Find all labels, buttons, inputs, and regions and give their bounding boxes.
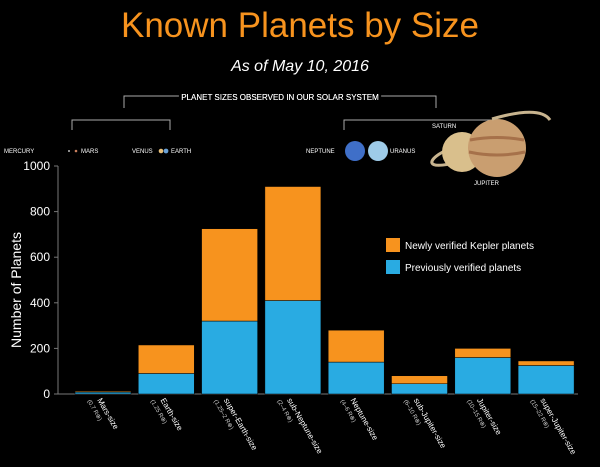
jupiter-icon bbox=[468, 119, 526, 177]
bar-previous bbox=[327, 361, 385, 395]
solar-system-heading-overlay: PLANET SIZES OBSERVED IN OUR SOLAR SYSTE… bbox=[181, 93, 379, 102]
bar-new bbox=[391, 375, 448, 384]
solar-system-heading: PLANET SIZES OBSERVED IN OUR SOLAR SYSTE… bbox=[181, 93, 379, 102]
chart-subtitle: As of May 10, 2016 bbox=[231, 58, 369, 75]
bar-new bbox=[74, 391, 132, 393]
neptune-label: NEPTUNE bbox=[306, 149, 335, 155]
venus-icon bbox=[158, 148, 164, 154]
mercury-icon bbox=[68, 150, 70, 152]
bar-previous bbox=[74, 391, 132, 395]
y-tick-label: 400 bbox=[30, 296, 50, 310]
bar-new bbox=[454, 348, 512, 358]
neptune-icon bbox=[345, 141, 365, 161]
y-tick-label: 600 bbox=[30, 250, 50, 264]
x-tick-label-group: sub-Neptune-size(2–4 R⊕) bbox=[275, 397, 324, 456]
legend-label-new: Newly verified Kepler planets bbox=[405, 241, 534, 252]
solar-system-panel: PLANET SIZES OBSERVED IN OUR SOLAR SYSTE… bbox=[4, 90, 552, 187]
bar-new bbox=[264, 186, 322, 301]
bar-previous bbox=[517, 365, 575, 395]
x-tick-label-group: sub-Jupiter-size(6–10 R⊕) bbox=[402, 397, 448, 451]
legend-swatch-new bbox=[386, 238, 400, 252]
bar-previous bbox=[264, 300, 322, 395]
mars-icon bbox=[74, 149, 78, 153]
earth-icon bbox=[163, 148, 169, 154]
y-ticks: 0 200 400 600 800 1000 bbox=[23, 159, 58, 401]
y-axis-label: Number of Planets bbox=[8, 232, 24, 348]
legend: Newly verified Kepler planets Previously… bbox=[386, 238, 534, 274]
bar-previous bbox=[391, 383, 448, 395]
mercury-label: MERCURY bbox=[4, 149, 34, 155]
bar-new bbox=[517, 360, 575, 366]
legend-label-previous: Previously verified planets bbox=[405, 263, 521, 274]
bar-new bbox=[201, 228, 258, 322]
legend-swatch-previous bbox=[386, 260, 400, 274]
venus-label: VENUS bbox=[132, 149, 153, 155]
x-tick-label-group: Neptune-size(4–6 R⊕) bbox=[339, 397, 380, 443]
x-tick-label-group: Jupiter-size(10–15 R⊕) bbox=[465, 397, 503, 437]
earth-label: EARTH bbox=[171, 149, 191, 155]
bar-previous bbox=[138, 373, 195, 395]
chart-title: Known Planets by Size bbox=[121, 6, 479, 45]
mars-label: MARS bbox=[81, 149, 98, 155]
x-tick-label-group: super-Jupiter-size(15–22 R⊕) bbox=[529, 397, 579, 457]
y-tick-label: 1000 bbox=[23, 159, 50, 173]
bars bbox=[74, 186, 575, 395]
saturn-label: SATURN bbox=[432, 124, 456, 130]
bar-previous bbox=[454, 357, 512, 395]
uranus-icon bbox=[368, 141, 388, 161]
bar-previous bbox=[201, 320, 258, 395]
x-tick-label: sub-Neptune-size bbox=[285, 397, 324, 456]
jupiter-label: JUPITER bbox=[474, 181, 500, 187]
x-tick-label-group: Mars-size(0.7 R⊕) bbox=[85, 397, 120, 432]
x-tick-label-group: super-Earth-size(1.25–2 R⊕) bbox=[212, 397, 259, 453]
y-tick-label: 800 bbox=[30, 205, 50, 219]
bar-new bbox=[138, 344, 195, 374]
uranus-label: URANUS bbox=[390, 149, 415, 155]
y-tick-label: 0 bbox=[43, 387, 50, 401]
x-tick-labels: Mars-size(0.7 R⊕) Earth-size(1.25 R⊕) supe… bbox=[85, 397, 579, 457]
bar-new bbox=[327, 329, 385, 363]
y-tick-label: 200 bbox=[30, 341, 50, 355]
x-tick-label-group: Earth-size(1.25 R⊕) bbox=[149, 397, 185, 433]
